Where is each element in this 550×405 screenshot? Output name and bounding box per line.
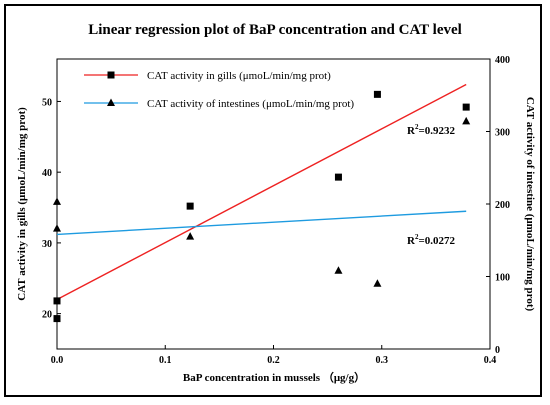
y-right-tick-label: 400 (495, 55, 510, 66)
y-left-tick-label: 20 (42, 310, 52, 321)
legend-marker-square (107, 71, 115, 79)
y-axis-left: 20 30 40 50 (42, 97, 61, 321)
r2-annotation-gills: R2=0.9232 (407, 123, 455, 137)
point-intestines (186, 232, 195, 240)
x-axis: 0.0 0.1 0.2 0.3 0.4 (51, 345, 497, 366)
x-axis-label: BaP concentration in mussels （μg/g） (183, 371, 365, 384)
fit-line-gills (56, 83, 467, 301)
y-left-tick-label: 30 (42, 239, 52, 250)
point-intestines (53, 224, 61, 232)
point-gills (373, 90, 381, 98)
x-tick-label: 0.0 (51, 355, 64, 366)
y-axis-left-label: CAT activity in gills (μmoL/min/mg prot) (16, 107, 28, 301)
chart-svg: Linear regression plot of BaP concentrat… (16, 22, 536, 384)
chart-frame: Linear regression plot of BaP concentrat… (4, 4, 542, 397)
legend: CAT activity in gills (μmoL/min/mg prot)… (84, 70, 354, 110)
x-tick-label: 0.3 (376, 355, 389, 366)
point-gills (186, 202, 194, 210)
point-gills (334, 173, 342, 181)
r2-annotation-intestines: R2=0.0272 (407, 233, 455, 247)
point-gills (53, 297, 61, 305)
y-axis-right-label: CAT activity of intestine (μmoL/min/mg p… (524, 97, 536, 312)
y-right-tick-label: 100 (495, 273, 510, 284)
legend-label-intestines: CAT activity of intestines (μmoL/min/mg … (147, 98, 354, 110)
data-markers (53, 90, 471, 323)
y-right-tick-label: 0 (495, 345, 500, 356)
legend-label-gills: CAT activity in gills (μmoL/min/mg prot) (147, 70, 331, 82)
y-right-tick-label: 200 (495, 200, 510, 211)
point-intestines (53, 197, 61, 205)
chart-title: Linear regression plot of BaP concentrat… (88, 22, 462, 38)
x-tick-label: 0.1 (159, 355, 172, 366)
point-gills (53, 315, 61, 323)
point-intestines (462, 116, 471, 125)
y-left-tick-label: 50 (42, 97, 52, 108)
x-tick-label: 0.4 (484, 355, 497, 366)
point-intestines (334, 266, 343, 274)
y-right-tick-label: 300 (495, 128, 510, 139)
point-gills (462, 103, 470, 111)
y-left-tick-label: 40 (42, 168, 52, 179)
regression-lines (56, 83, 467, 301)
fit-line-intestines (56, 210, 467, 236)
legend-marker-triangle (107, 98, 115, 106)
y-axis-right: 0 100 200 300 400 (486, 55, 510, 356)
point-intestines (373, 279, 382, 287)
x-tick-label: 0.2 (267, 355, 280, 366)
